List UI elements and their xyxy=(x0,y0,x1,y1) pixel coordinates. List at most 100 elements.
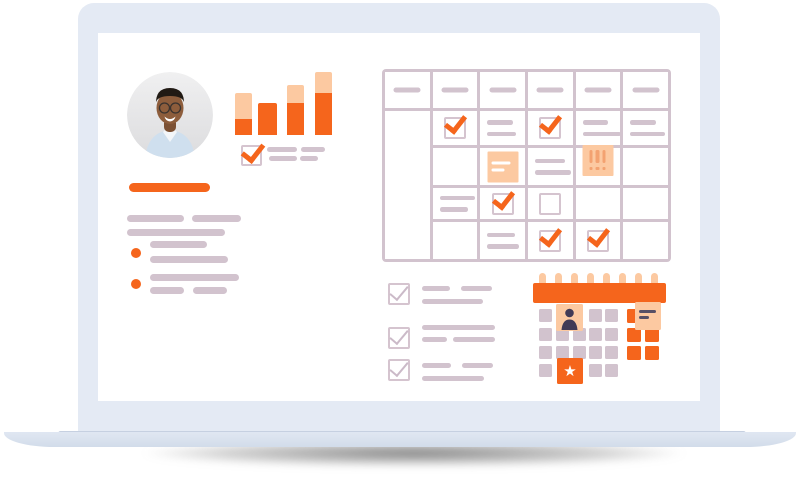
header-dash xyxy=(393,87,421,93)
placeholder-line xyxy=(150,274,239,281)
placeholder-line xyxy=(487,131,517,136)
planner-cell[interactable] xyxy=(623,188,668,219)
placeholder-line xyxy=(439,207,468,212)
planner-header-cell xyxy=(385,72,430,108)
calendar-person-day[interactable] xyxy=(556,304,583,331)
planner-header-cell xyxy=(623,72,668,108)
calendar-day[interactable] xyxy=(589,346,602,359)
planner-cell[interactable] xyxy=(432,188,478,219)
calendar-day-highlighted[interactable] xyxy=(627,346,641,360)
calendar-day[interactable] xyxy=(589,309,602,322)
bar-segment-orange xyxy=(315,93,332,135)
bar-segment-peach xyxy=(287,85,304,103)
exclamation-mark-dot xyxy=(589,166,593,170)
placeholder-line xyxy=(439,195,475,200)
checkmark-icon xyxy=(443,110,468,135)
laptop-shadow xyxy=(64,443,764,477)
planner-checkbox[interactable] xyxy=(539,110,563,139)
placeholder-line xyxy=(462,363,493,368)
planner-checkbox[interactable] xyxy=(443,110,468,139)
alert-card[interactable] xyxy=(582,145,614,176)
calendar-day[interactable] xyxy=(573,346,586,359)
placeholder-line xyxy=(127,215,184,222)
planner-cell[interactable] xyxy=(480,111,525,145)
avatar-photo-illustration xyxy=(127,72,213,158)
planner-cell[interactable] xyxy=(575,145,621,185)
calendar-day[interactable] xyxy=(539,328,552,341)
calendar-header xyxy=(533,283,666,303)
calendar-day-highlighted[interactable] xyxy=(645,346,659,360)
laptop-base xyxy=(4,432,796,447)
cell-placeholder-lines xyxy=(576,111,621,145)
planner-cell[interactable] xyxy=(575,222,621,259)
planner-checkbox[interactable] xyxy=(539,192,562,215)
planner-cell[interactable] xyxy=(623,111,668,145)
calendar-star-day[interactable]: ★ xyxy=(557,358,583,384)
calendar-day[interactable] xyxy=(556,328,569,341)
planner-header-cell xyxy=(528,72,573,108)
calendar-day-highlighted[interactable] xyxy=(627,328,641,342)
calendar-note[interactable] xyxy=(635,302,661,330)
planner-grid xyxy=(382,69,671,262)
planner-cell[interactable] xyxy=(528,188,573,219)
placeholder-line xyxy=(300,156,318,161)
task-checkbox[interactable] xyxy=(388,280,410,305)
checkmark-icon xyxy=(389,280,409,302)
task-checkbox[interactable] xyxy=(388,356,410,381)
profile-title-bar xyxy=(129,183,210,192)
planner-cell[interactable] xyxy=(623,222,668,259)
planner-cell[interactable] xyxy=(528,148,573,185)
avatar[interactable] xyxy=(127,72,213,158)
calendar-day-highlighted[interactable] xyxy=(645,328,659,342)
placeholder-line xyxy=(582,131,621,136)
calendar-day[interactable] xyxy=(589,364,602,377)
placeholder-line xyxy=(582,120,608,125)
calendar-day[interactable] xyxy=(605,309,618,322)
placeholder-line xyxy=(269,156,297,161)
exclamation-mark-bar xyxy=(589,150,593,163)
placeholder-line xyxy=(422,376,484,381)
calendar-day[interactable] xyxy=(589,328,602,341)
planner-header-cell xyxy=(575,72,621,108)
calendar-day[interactable] xyxy=(539,364,552,377)
note-text-line xyxy=(491,161,511,164)
planner-cell[interactable] xyxy=(480,185,525,219)
planner-cell[interactable] xyxy=(480,222,525,259)
planner-cell[interactable] xyxy=(528,222,573,259)
placeholder-line xyxy=(487,244,520,249)
calendar-day[interactable] xyxy=(605,364,618,377)
calendar-day[interactable] xyxy=(539,346,552,359)
exclamation-mark-dot xyxy=(595,166,600,170)
planner-cell[interactable] xyxy=(575,188,621,219)
placeholder-line xyxy=(453,337,495,342)
placeholder-line xyxy=(630,131,666,136)
planner-cell[interactable] xyxy=(623,148,668,185)
header-dash xyxy=(584,87,612,93)
planner-cell[interactable] xyxy=(432,148,478,185)
calendar-day[interactable] xyxy=(573,328,586,341)
planner-checkbox[interactable] xyxy=(586,222,611,252)
planner-header-cell xyxy=(480,72,525,108)
planner-cell[interactable] xyxy=(432,110,478,145)
planner-cell[interactable] xyxy=(528,110,573,145)
bullet-dot xyxy=(131,279,141,289)
sticky-note-card[interactable] xyxy=(487,151,519,182)
planner-cell[interactable] xyxy=(575,111,621,145)
planner-cell[interactable] xyxy=(480,148,525,185)
planner-checkbox[interactable] xyxy=(491,185,515,215)
placeholder-line xyxy=(535,158,565,163)
bar-segment-orange xyxy=(235,119,252,135)
task-checkbox[interactable] xyxy=(388,324,410,349)
calendar-day[interactable] xyxy=(605,346,618,359)
checkmark-icon xyxy=(539,110,563,135)
checkmark-icon xyxy=(491,185,515,211)
header-dash xyxy=(632,87,660,93)
checkmark-icon xyxy=(586,222,611,248)
summary-checkbox[interactable] xyxy=(240,138,266,166)
calendar-day[interactable] xyxy=(605,328,618,341)
calendar-day[interactable] xyxy=(539,309,552,322)
planner-cell[interactable] xyxy=(432,222,478,259)
planner-checkbox[interactable] xyxy=(539,222,563,252)
exclamation-mark-bar xyxy=(602,150,606,163)
calendar-day[interactable] xyxy=(556,346,569,359)
